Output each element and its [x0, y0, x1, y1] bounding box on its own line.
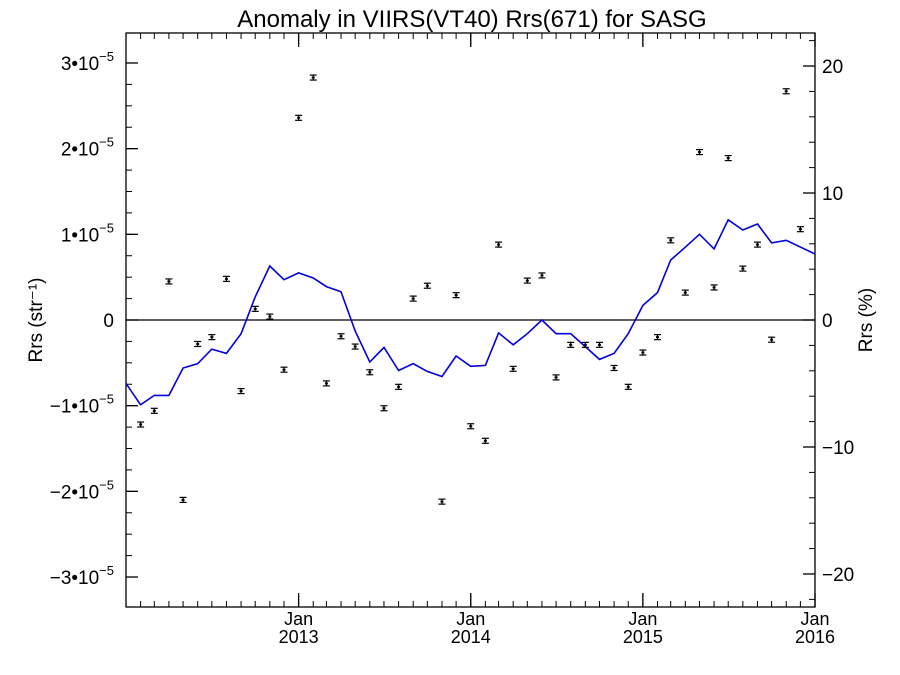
y-tick-label-left: −3•10−5: [50, 563, 114, 589]
anomaly-line-series: [125, 218, 816, 406]
y-axis-label-left: Rrs (str⁻¹): [26, 278, 47, 363]
x-tick-label-year: 2015: [623, 627, 663, 647]
data-point: [538, 272, 546, 279]
y-tick-exponent: −5: [99, 477, 114, 492]
y-tick-mantissa: 2•10: [61, 140, 99, 161]
data-point: [796, 226, 804, 233]
y-tick-label-left: −2•10−5: [50, 477, 114, 503]
y-tick-mantissa: 3•10: [61, 54, 99, 75]
data-point: [409, 295, 417, 302]
x-tick-label-month: Jan: [628, 609, 657, 629]
data-point: [639, 349, 647, 356]
x-tick-label-month: Jan: [800, 609, 829, 629]
data-point: [237, 388, 245, 395]
data-point: [351, 343, 359, 350]
y-tick-exponent: −5: [99, 49, 114, 64]
y-tick-label-right: 0: [822, 311, 833, 332]
data-point: [753, 241, 761, 248]
x-tick-label-month: Jan: [284, 609, 313, 629]
data-point: [695, 148, 703, 156]
data-point: [222, 275, 230, 282]
data-point: [337, 333, 345, 340]
data-point: [438, 498, 446, 505]
data-point: [667, 237, 675, 244]
y-tick-exponent: −5: [99, 392, 114, 407]
data-point: [624, 383, 632, 390]
data-point: [194, 340, 202, 348]
data-point: [150, 407, 158, 414]
y-tick-mantissa: −2•10: [50, 482, 99, 503]
x-tick-label-year: 2013: [279, 627, 319, 647]
y-tick-label-left: 2•10−5: [61, 135, 114, 161]
data-point: [165, 278, 173, 285]
y-tick-exponent: −5: [99, 563, 114, 578]
y-tick-mantissa: −1•10: [50, 397, 99, 418]
y-tick-label-right: 10: [822, 184, 843, 205]
y-tick-mantissa: −3•10: [50, 568, 99, 589]
data-point: [179, 496, 187, 504]
data-point: [452, 292, 460, 299]
errorbar-points: [137, 74, 804, 505]
y-tick-label-right: −10: [822, 438, 854, 459]
data-point: [610, 364, 618, 372]
x-tick-label-year: 2014: [451, 627, 491, 647]
y-tick-exponent: −5: [99, 135, 114, 150]
data-point: [581, 341, 589, 348]
y-tick-exponent: −5: [99, 220, 114, 235]
chart-title: Anomaly in VIIRS(VT40) Rrs(671) for SASG: [237, 6, 706, 33]
data-point: [481, 437, 489, 444]
data-point: [653, 334, 661, 341]
data-point: [380, 405, 388, 412]
data-point: [552, 374, 560, 381]
data-point: [280, 366, 288, 373]
data-point: [366, 369, 374, 376]
data-point: [768, 336, 776, 343]
data-point: [295, 114, 303, 121]
data-point: [739, 265, 747, 272]
data-point: [595, 341, 603, 348]
data-point: [309, 74, 317, 81]
data-point: [423, 282, 431, 289]
y-tick-label-left: 0: [103, 311, 114, 332]
data-point: [495, 241, 503, 248]
data-point: [137, 421, 145, 428]
data-point: [266, 313, 274, 320]
data-point: [251, 305, 259, 312]
x-tick-label-year: 2016: [795, 627, 835, 647]
data-point: [681, 289, 689, 296]
y-tick-mantissa: 1•10: [61, 225, 99, 246]
data-point: [509, 365, 517, 372]
data-point: [724, 154, 732, 162]
data-point: [395, 383, 403, 390]
data-point: [208, 334, 216, 341]
y-tick-label-left: 3•10−5: [61, 49, 114, 75]
left-axis: 3•10−52•10−51•10−50−1•10−5−2•10−5−3•10−5: [50, 49, 138, 589]
y-tick-label-right: 20: [822, 57, 843, 78]
y-tick-label-left: −1•10−5: [50, 392, 114, 418]
data-point: [567, 341, 575, 348]
data-point: [467, 423, 475, 430]
x-tick-label-month: Jan: [456, 609, 485, 629]
data-point: [523, 277, 531, 284]
y-axis-label-right: Rrs (%): [856, 288, 877, 352]
y-tick-label-right: −20: [822, 565, 854, 586]
data-point: [782, 88, 790, 95]
data-point: [710, 284, 718, 291]
y-tick-label-left: 1•10−5: [61, 220, 114, 246]
data-point: [322, 380, 330, 387]
